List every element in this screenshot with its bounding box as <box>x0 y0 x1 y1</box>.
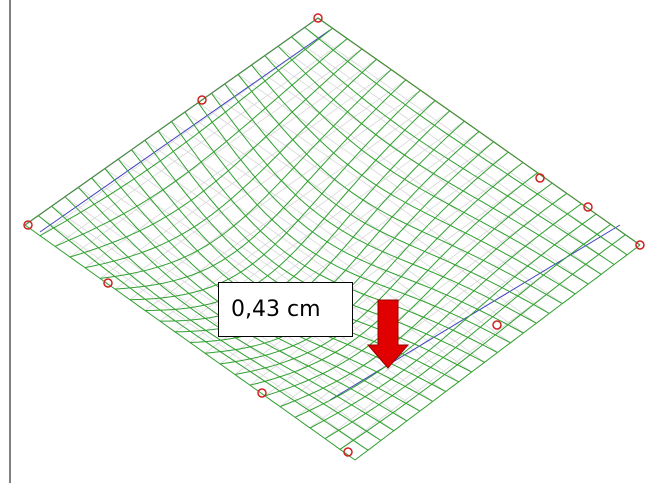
viewport: 0,43 cm <box>0 0 659 483</box>
supports <box>24 14 644 456</box>
grid-line <box>251 65 575 294</box>
grid-line <box>291 37 614 265</box>
deflection-label: 0,43 cm <box>218 282 353 337</box>
grid-line <box>238 75 562 304</box>
support <box>493 321 501 329</box>
scene <box>0 0 659 483</box>
mesh-line <box>318 18 640 245</box>
support <box>104 279 112 287</box>
edge <box>25 18 640 245</box>
edge <box>40 30 330 232</box>
grid-line <box>305 27 627 254</box>
support <box>258 389 266 397</box>
